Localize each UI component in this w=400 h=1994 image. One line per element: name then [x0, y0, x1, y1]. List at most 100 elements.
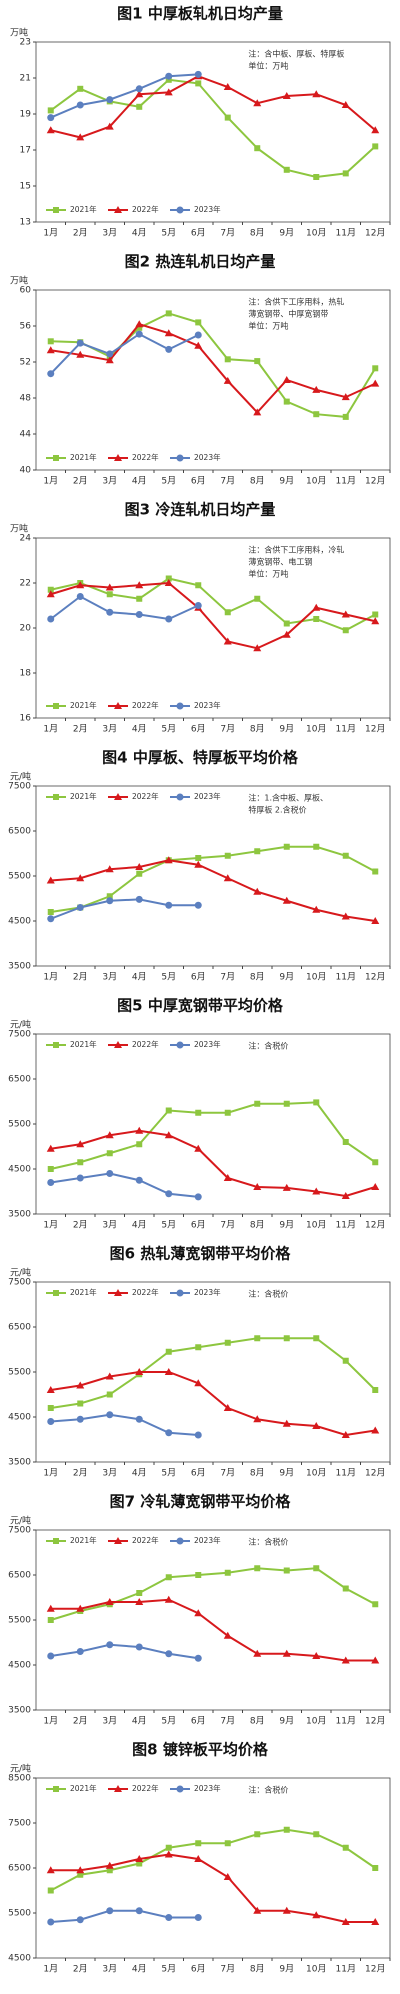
marker — [106, 1641, 114, 1649]
y-tick-label: 23 — [20, 38, 31, 48]
y-tick-label: 6500 — [8, 827, 31, 837]
legend-label: 2023年 — [194, 1287, 221, 1297]
marker — [282, 896, 291, 904]
legend-marker — [114, 702, 122, 709]
x-tick-label: 6月 — [191, 1468, 206, 1479]
y-axis-unit: 万吨 — [10, 275, 28, 287]
marker — [106, 1907, 114, 1915]
y-tick-label: 6500 — [8, 1075, 31, 1085]
marker — [194, 1379, 203, 1387]
legend-label: 2023年 — [194, 1783, 221, 1793]
y-tick-label: 4500 — [8, 1954, 31, 1964]
marker — [282, 1649, 291, 1657]
marker — [105, 865, 114, 873]
marker — [164, 579, 173, 586]
series-line — [50, 78, 376, 179]
note: 薄宽钢带、电工钢 — [248, 557, 312, 567]
marker — [106, 1150, 113, 1157]
marker — [106, 591, 113, 598]
x-tick-label: 7月 — [220, 724, 235, 735]
marker — [105, 1861, 114, 1869]
marker — [195, 319, 202, 326]
legend-label: 2022年 — [132, 791, 159, 801]
x-tick-label: 5月 — [161, 228, 176, 239]
y-tick-label: 3500 — [8, 1210, 31, 1220]
marker — [372, 1159, 379, 1166]
marker — [105, 1598, 114, 1605]
x-tick-label: 11月 — [336, 1716, 356, 1727]
x-tick-label: 9月 — [279, 724, 294, 735]
x-tick-label: 12月 — [365, 1220, 385, 1231]
marker — [194, 602, 202, 609]
x-tick-label: 7月 — [220, 1716, 235, 1727]
marker — [253, 1906, 262, 1914]
x-tick-label: 11月 — [336, 724, 356, 735]
series-line — [50, 1598, 376, 1662]
marker — [105, 122, 114, 130]
marker — [283, 1335, 290, 1342]
note: 薄宽钢带、中厚宽钢带 — [248, 309, 328, 319]
legend-label: 2023年 — [194, 791, 221, 801]
legend-marker — [53, 1538, 59, 1544]
y-tick-label: 6500 — [8, 1323, 31, 1333]
marker — [106, 893, 113, 900]
y-tick-label: 40 — [20, 466, 32, 476]
marker — [164, 1850, 173, 1858]
marker — [372, 1865, 379, 1871]
marker — [164, 1595, 173, 1603]
marker — [136, 595, 143, 602]
marker — [282, 92, 291, 99]
x-tick-label: 10月 — [306, 1220, 326, 1231]
marker — [165, 1650, 173, 1658]
legend-marker — [176, 1537, 184, 1545]
note: 注：含税价 — [248, 1785, 288, 1795]
legend-marker — [53, 1290, 59, 1296]
x-tick-label: 2月 — [73, 1220, 88, 1231]
marker — [47, 338, 54, 345]
marker — [372, 1387, 379, 1393]
marker — [76, 581, 85, 589]
legend-label: 2023年 — [194, 700, 221, 710]
series-line — [50, 1129, 376, 1198]
marker — [253, 1649, 262, 1657]
x-tick-label: 12月 — [365, 476, 385, 487]
x-tick-label: 2月 — [73, 724, 88, 735]
x-tick-label: 1月 — [43, 724, 58, 735]
x-tick-label: 11月 — [336, 972, 356, 983]
legend-marker — [114, 1785, 122, 1792]
series-line — [50, 1337, 376, 1409]
series-line — [50, 1371, 376, 1437]
series-line — [50, 581, 376, 650]
legend-label: 2022年 — [132, 452, 159, 462]
marker — [135, 1368, 144, 1375]
chart-title: 图3 冷连轧机日均产量 — [125, 501, 276, 519]
marker — [371, 917, 380, 924]
series-line — [50, 1828, 376, 1892]
marker — [46, 1604, 55, 1612]
plot-frame — [35, 289, 391, 471]
y-tick-label: 52 — [20, 358, 31, 368]
marker — [76, 1415, 84, 1423]
marker — [224, 1840, 231, 1847]
marker — [77, 1159, 84, 1166]
x-tick-label: 9月 — [279, 476, 294, 487]
legend-label: 2021年 — [70, 1535, 97, 1545]
x-tick-label: 1月 — [43, 1220, 58, 1231]
y-tick-label: 4500 — [8, 1661, 31, 1671]
marker — [313, 411, 320, 418]
x-tick-label: 6月 — [191, 228, 206, 239]
x-tick-label: 6月 — [191, 1964, 206, 1975]
marker — [195, 80, 202, 87]
x-tick-label: 6月 — [191, 724, 206, 735]
x-tick-label: 8月 — [250, 228, 265, 239]
x-tick-label: 4月 — [132, 228, 147, 239]
marker — [165, 1429, 173, 1437]
x-tick-label: 3月 — [102, 1964, 117, 1975]
marker — [254, 1335, 261, 1342]
chart-title: 图6 热轧薄宽钢带平均价格 — [110, 1245, 292, 1263]
y-tick-label: 24 — [20, 534, 32, 544]
legend-marker — [114, 1289, 122, 1296]
marker — [136, 1141, 143, 1148]
marker — [194, 341, 203, 349]
x-tick-label: 3月 — [102, 972, 117, 983]
